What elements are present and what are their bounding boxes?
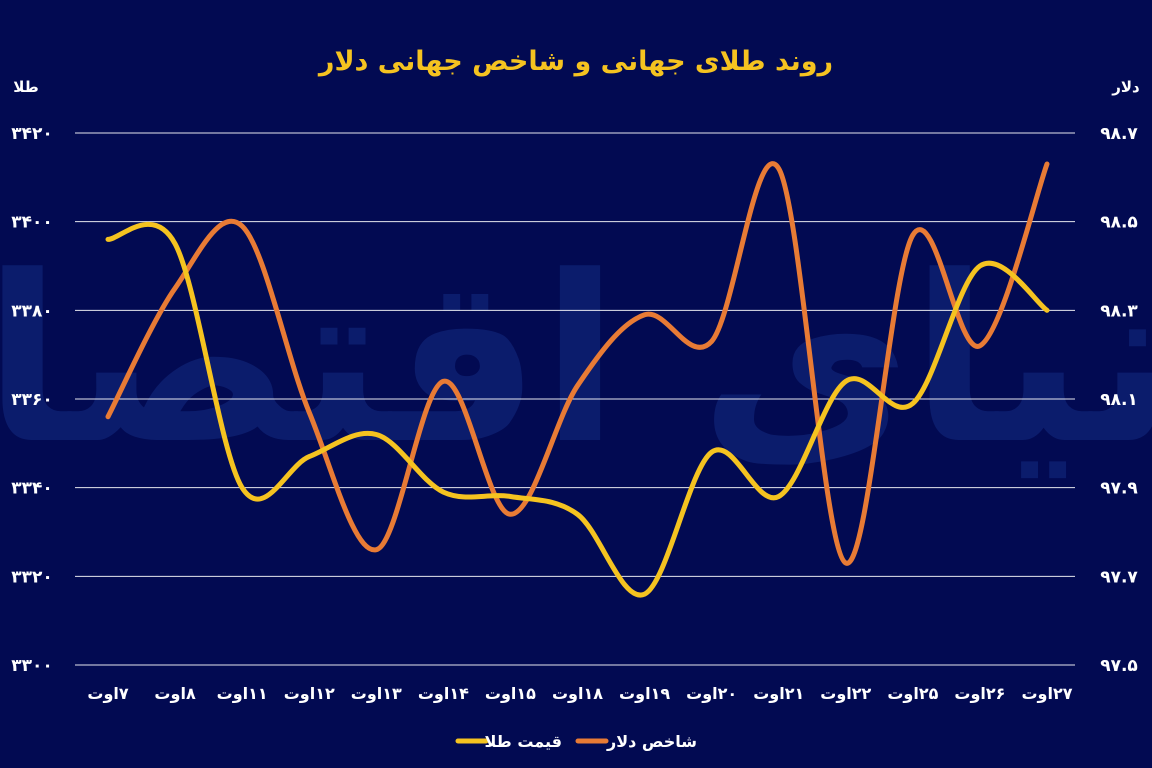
legend-label: شاخص دلار: [606, 732, 697, 751]
y-left-ticks: ۳۳۰۰ ۳۳۲۰ ۳۳۴۰ ۳۳۶۰ ۳۳۸۰ ۳۴۰۰ ۳۴۲۰: [11, 124, 53, 676]
series-line-dollar: [105, 161, 1050, 566]
x-tick-label: ۱۳اوت: [351, 684, 402, 703]
x-tick-label: ۱۱اوت: [217, 684, 268, 703]
y-left-axis-title: طلا: [13, 78, 39, 96]
y-left-tick-label: ۳۳۰۰: [11, 656, 53, 676]
chart-title: روند طلای جهانی و شاخص جهانی دلار: [317, 46, 833, 77]
watermark: دنیای اقتصاد: [0, 228, 1152, 495]
series-line-gold: [105, 221, 1050, 598]
x-tick-label: ۱۴اوت: [418, 684, 469, 703]
y-right-tick-label: ۹۸.۱: [1100, 390, 1138, 410]
x-tick-label: ۷اوت: [87, 684, 129, 703]
legend-label: قیمت طلا: [485, 732, 562, 751]
x-tick-label: ۲۶اوت: [954, 684, 1005, 703]
x-ticks: ۷اوت ۸اوت ۱۱اوت ۱۲اوت ۱۳اوت ۱۴اوت ۱۵اوت ۱۸اوت ۱۹…: [87, 684, 1072, 703]
y-left-tick-label: ۳۳۲۰: [11, 567, 53, 587]
gridlines: [75, 132, 1075, 666]
y-right-tick-label: ۹۸.۵: [1100, 213, 1138, 233]
x-tick-label: ۲۵اوت: [887, 684, 938, 703]
y-right-tick-label: ۹۸.۷: [1100, 124, 1138, 144]
x-tick-label: ۲۷اوت: [1021, 684, 1072, 703]
y-right-tick-label: ۹۸.۳: [1100, 301, 1138, 321]
x-tick-label: ۱۹اوت: [619, 684, 670, 703]
x-tick-label: ۱۲اوت: [284, 684, 335, 703]
y-left-tick-label: ۳۳۴۰: [11, 479, 53, 499]
y-right-axis-title: دلار: [1111, 78, 1140, 96]
x-tick-label: ۸اوت: [154, 684, 196, 703]
y-right-ticks: ۹۷.۵ ۹۷.۷ ۹۷.۹ ۹۸.۱ ۹۸.۳ ۹۸.۵ ۹۸.۷: [1100, 124, 1138, 676]
legend: قیمت طلا شاخص دلار: [455, 732, 697, 751]
x-tick-label: ۲۱اوت: [753, 684, 804, 703]
y-left-tick-label: ۳۴۲۰: [11, 124, 53, 144]
x-tick-label: ۱۵اوت: [485, 684, 536, 703]
y-left-tick-label: ۳۳۶۰: [11, 390, 53, 410]
y-right-tick-label: ۹۷.۹: [1100, 479, 1138, 499]
y-left-tick-label: ۳۳۸۰: [11, 301, 53, 321]
x-tick-label: ۲۲اوت: [820, 684, 871, 703]
y-right-tick-label: ۹۷.۵: [1100, 656, 1138, 676]
x-tick-label: ۲۰اوت: [686, 684, 737, 703]
y-left-tick-label: ۳۴۰۰: [11, 213, 53, 233]
series-lines: [105, 161, 1050, 598]
x-tick-label: ۱۸اوت: [552, 684, 603, 703]
y-right-tick-label: ۹۷.۷: [1100, 567, 1138, 587]
